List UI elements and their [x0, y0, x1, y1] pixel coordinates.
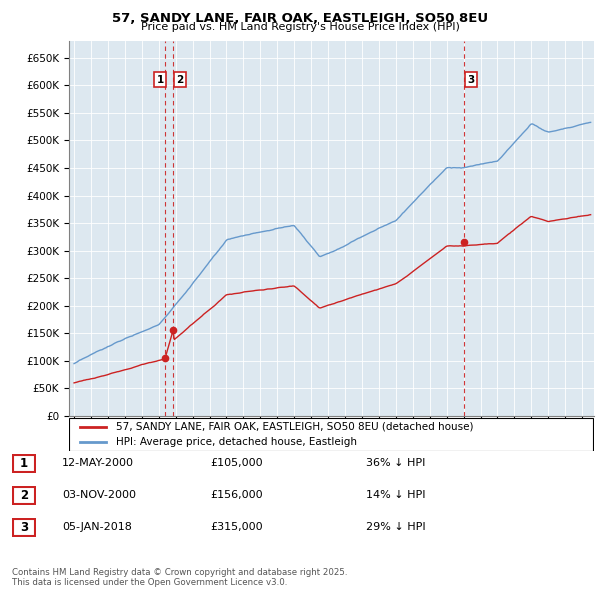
Text: 36% ↓ HPI: 36% ↓ HPI: [366, 458, 425, 468]
FancyBboxPatch shape: [69, 418, 593, 451]
Text: 12-MAY-2000: 12-MAY-2000: [62, 458, 134, 468]
Text: Price paid vs. HM Land Registry's House Price Index (HPI): Price paid vs. HM Land Registry's House …: [140, 22, 460, 32]
Text: 3: 3: [20, 521, 28, 534]
Text: 57, SANDY LANE, FAIR OAK, EASTLEIGH, SO50 8EU (detached house): 57, SANDY LANE, FAIR OAK, EASTLEIGH, SO5…: [116, 422, 474, 432]
Text: 1: 1: [20, 457, 28, 470]
FancyBboxPatch shape: [13, 519, 35, 536]
FancyBboxPatch shape: [13, 455, 35, 472]
Text: HPI: Average price, detached house, Eastleigh: HPI: Average price, detached house, East…: [116, 437, 357, 447]
Text: £315,000: £315,000: [210, 522, 263, 532]
Text: 05-JAN-2018: 05-JAN-2018: [62, 522, 131, 532]
Text: £105,000: £105,000: [210, 458, 263, 468]
Text: Contains HM Land Registry data © Crown copyright and database right 2025.
This d: Contains HM Land Registry data © Crown c…: [12, 568, 347, 587]
Text: 03-NOV-2000: 03-NOV-2000: [62, 490, 136, 500]
Text: 57, SANDY LANE, FAIR OAK, EASTLEIGH, SO50 8EU: 57, SANDY LANE, FAIR OAK, EASTLEIGH, SO5…: [112, 12, 488, 25]
Text: 1: 1: [157, 75, 164, 85]
Text: 14% ↓ HPI: 14% ↓ HPI: [366, 490, 425, 500]
Text: 3: 3: [467, 75, 475, 85]
Text: £156,000: £156,000: [210, 490, 263, 500]
Text: 2: 2: [20, 489, 28, 502]
Text: 29% ↓ HPI: 29% ↓ HPI: [366, 522, 425, 532]
FancyBboxPatch shape: [13, 487, 35, 504]
Text: 2: 2: [176, 75, 184, 85]
